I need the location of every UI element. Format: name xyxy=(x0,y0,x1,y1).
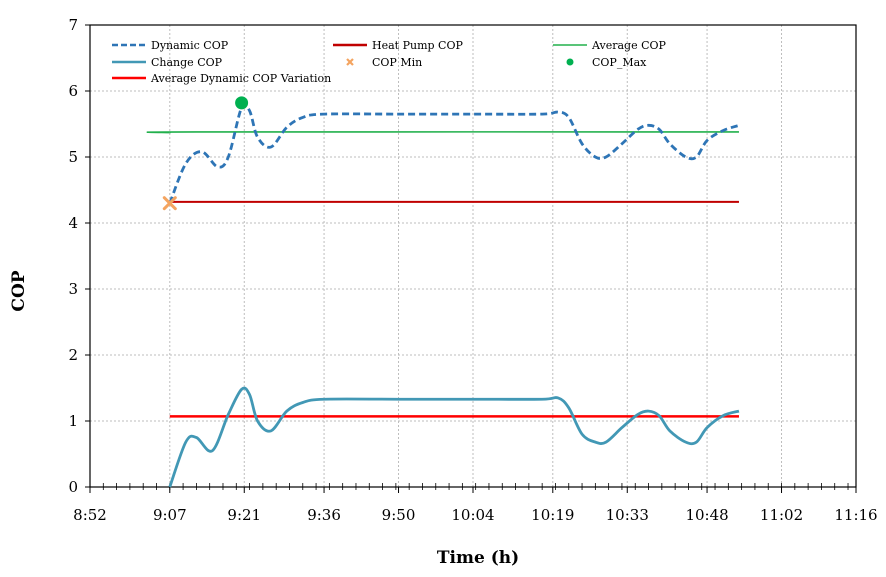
marker-cop-min xyxy=(162,196,177,211)
legend-item-cop-min: COP Min xyxy=(346,56,422,69)
x-tick-label: 10:33 xyxy=(606,506,649,524)
marker-cop-max xyxy=(235,96,249,110)
y-tick-label: 5 xyxy=(68,148,78,166)
x-tick-label: 11:16 xyxy=(834,506,877,524)
y-axis-title: COP xyxy=(9,270,29,311)
y-tick-label: 4 xyxy=(68,214,78,232)
y-tick-label: 1 xyxy=(68,412,78,430)
x-tick-label: 10:19 xyxy=(531,506,574,524)
y-tick-label: 0 xyxy=(68,478,78,496)
series-line-change-cop xyxy=(168,386,740,488)
y-tick-label: 7 xyxy=(68,16,78,34)
x-tick-label: 9:50 xyxy=(382,506,416,524)
legend-swatch xyxy=(566,58,574,66)
y-tick-label: 3 xyxy=(68,280,78,298)
legend-label: Average COP xyxy=(591,39,667,52)
legend-item-heat-pump-cop: Heat Pump COP xyxy=(333,39,463,52)
marker-x-stroke xyxy=(162,196,177,211)
legend-item-average-cop: Average COP xyxy=(553,39,667,52)
legend-item-average-dynamic-cop-variation: Average Dynamic COP Variation xyxy=(112,72,331,85)
x-tick-label: 10:48 xyxy=(685,506,728,524)
legend-label: COP Min xyxy=(372,56,422,69)
x-tick-label: 9:36 xyxy=(307,506,341,524)
series-line-dynamic-cop xyxy=(168,102,740,204)
legend-label: Heat Pump COP xyxy=(372,39,463,52)
x-tick-label: 10:04 xyxy=(451,506,494,524)
y-tick-label: 2 xyxy=(68,346,78,364)
series-line-average-cop xyxy=(146,131,739,134)
y-tick-label: 6 xyxy=(68,82,78,100)
legend-swatch xyxy=(346,58,354,66)
legend: Dynamic COP Heat Pump COP Average COP Chang… xyxy=(112,39,667,85)
series-layer xyxy=(146,96,740,488)
x-tick-label: 11:02 xyxy=(760,506,803,524)
grid-lines xyxy=(90,25,856,487)
legend-label: COP_Max xyxy=(592,56,647,69)
x-axis-ticks: 8:52 9:07 9:21 9:36 9:50 10:04 10:19 10:33 10:48… xyxy=(73,487,878,524)
legend-label: Average Dynamic COP Variation xyxy=(150,72,331,85)
x-tick-label: 8:52 xyxy=(73,506,107,524)
legend-label: Change COP xyxy=(151,56,223,69)
legend-item-change-cop: Change COP xyxy=(112,56,223,69)
legend-item-dynamic-cop: Dynamic COP xyxy=(112,39,229,52)
x-tick-label: 9:07 xyxy=(153,506,187,524)
x-axis-title: Time (h) xyxy=(437,548,519,568)
legend-item-cop-max: COP_Max xyxy=(566,56,647,69)
legend-label: Dynamic COP xyxy=(151,39,229,52)
x-tick-label: 9:21 xyxy=(227,506,261,524)
y-axis-ticks: 0 1 2 3 4 5 6 7 xyxy=(68,16,90,496)
